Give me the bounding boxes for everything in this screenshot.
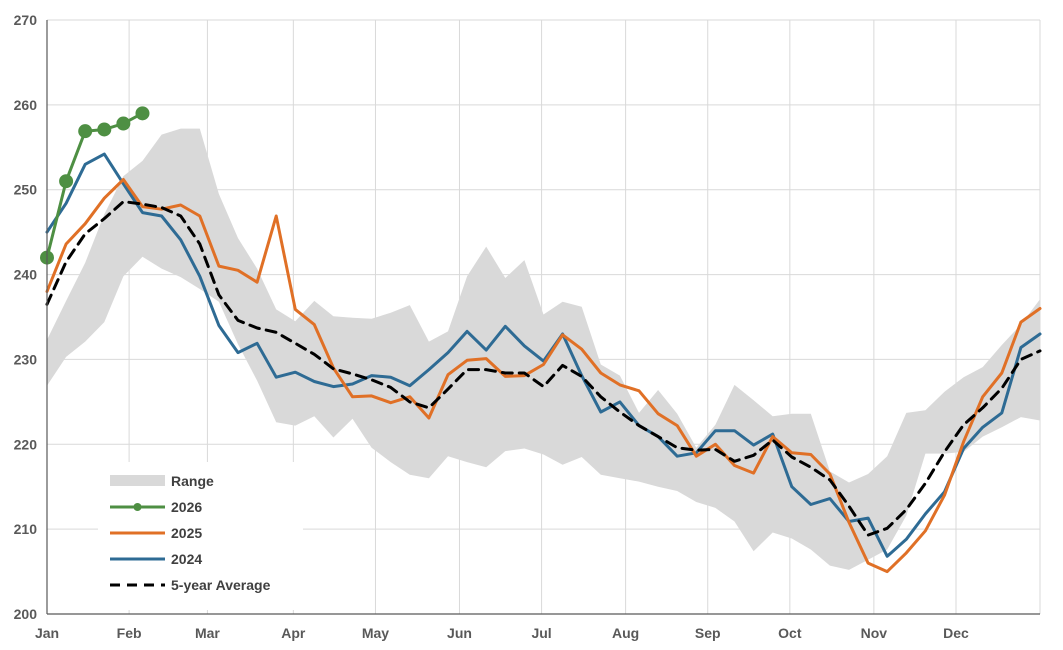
- series-5-year-average: [45, 200, 1042, 537]
- x-tick-label: Sep: [695, 625, 721, 641]
- series-2025: [45, 178, 1042, 574]
- data-point: [116, 116, 131, 131]
- data-point: [135, 106, 150, 121]
- y-tick-label: 240: [14, 267, 38, 283]
- y-tick-label: 210: [14, 521, 38, 537]
- data-point: [59, 174, 74, 189]
- y-tick-label: 220: [14, 436, 38, 452]
- x-tick-label: Jun: [447, 625, 472, 641]
- legend-label: 2025: [171, 525, 202, 541]
- legend-swatch: [110, 475, 165, 486]
- x-tick-label: Jan: [35, 625, 59, 641]
- x-tick-label: Dec: [943, 625, 969, 641]
- series-2024: [45, 152, 1042, 558]
- axes: 200 210 220 230 240 250 260 270 Jan Feb Mar Apr May J…: [14, 12, 1040, 641]
- x-tick-label: Oct: [778, 625, 802, 641]
- x-tick-label: Mar: [195, 625, 220, 641]
- legend-item-range: Range: [110, 473, 214, 489]
- range-band-layer: [47, 128, 1040, 570]
- legend-item-avg: 5-year Average: [110, 577, 271, 593]
- legend-item-2025: 2025: [110, 525, 202, 541]
- legend-marker: [133, 503, 142, 511]
- series-line: [45, 152, 1042, 558]
- series-layer: [40, 106, 1042, 574]
- y-tick-label: 200: [14, 606, 38, 622]
- x-tick-label: Aug: [612, 625, 639, 641]
- series-line: [45, 178, 1042, 574]
- y-tick-label: 260: [14, 97, 38, 113]
- legend-label: 2026: [171, 499, 202, 515]
- y-tick-label: 230: [14, 351, 38, 367]
- data-point: [97, 122, 112, 137]
- x-tick-label: May: [362, 625, 389, 641]
- series-2026: [40, 106, 150, 265]
- legend-label: 5-year Average: [171, 577, 271, 593]
- legend-item-2026: 2026: [110, 499, 202, 515]
- legend-label: 2024: [171, 551, 202, 567]
- series-line: [45, 200, 1042, 537]
- x-tick-label: Apr: [281, 625, 306, 641]
- x-tick-label: Nov: [861, 625, 888, 641]
- legend-item-2024: 2024: [110, 551, 202, 567]
- data-point: [78, 124, 93, 139]
- legend: Range 2026 2025 2024 5-year Average: [98, 462, 303, 610]
- legend-label: Range: [171, 473, 214, 489]
- y-tick-label: 270: [14, 12, 38, 28]
- y-tick-label: 250: [14, 182, 38, 198]
- x-tick-label: Feb: [117, 625, 142, 641]
- x-tick-label: Jul: [531, 625, 551, 641]
- range-band: [47, 128, 1040, 570]
